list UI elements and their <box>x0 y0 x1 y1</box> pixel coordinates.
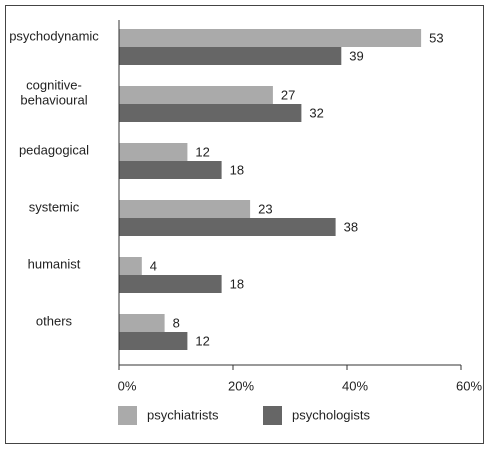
legend-swatch <box>118 406 137 425</box>
value-label: 18 <box>230 276 244 291</box>
legend-label: psychologists <box>292 407 371 422</box>
bar <box>119 143 188 161</box>
category-label: others <box>36 313 73 328</box>
value-label: 23 <box>258 201 272 216</box>
x-tick-label: 60% <box>456 378 482 393</box>
bar <box>119 275 222 293</box>
x-tick-label: 0% <box>118 378 137 393</box>
bar <box>119 200 251 218</box>
value-label: 12 <box>195 144 209 159</box>
value-label: 12 <box>195 333 209 348</box>
category-label: humanist <box>28 256 81 271</box>
bar <box>119 47 342 65</box>
value-label: 32 <box>309 105 323 120</box>
value-label: 53 <box>429 30 443 45</box>
legend-label: psychiatrists <box>147 407 219 422</box>
category-label: cognitive-behavioural <box>20 78 87 108</box>
bar <box>119 161 222 179</box>
x-tick-label: 20% <box>228 378 254 393</box>
bar <box>119 104 302 122</box>
category-label: systemic <box>29 199 80 214</box>
value-label: 38 <box>344 219 358 234</box>
bar <box>119 218 336 236</box>
bar <box>119 314 165 332</box>
bar <box>119 29 422 47</box>
category-label: psychodynamic <box>9 28 99 43</box>
value-label: 18 <box>230 162 244 177</box>
value-label: 8 <box>173 315 180 330</box>
value-label: 4 <box>150 258 157 273</box>
x-tick-label: 40% <box>342 378 368 393</box>
legend-swatch <box>263 406 282 425</box>
category-label: pedagogical <box>19 142 89 157</box>
value-label: 39 <box>349 48 363 63</box>
bar <box>119 257 142 275</box>
bar <box>119 332 188 350</box>
bar <box>119 86 273 104</box>
value-label: 27 <box>281 87 295 102</box>
